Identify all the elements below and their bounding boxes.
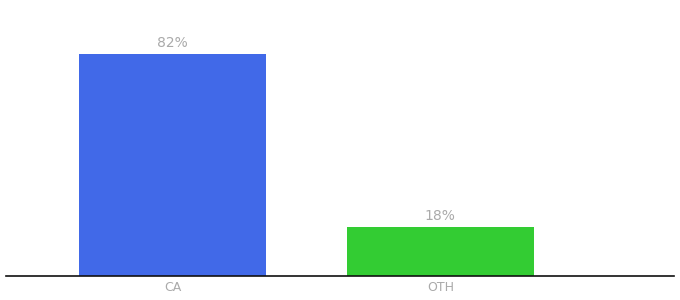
Bar — [347, 227, 534, 276]
Bar — [79, 54, 267, 276]
Text: 82%: 82% — [157, 36, 188, 50]
Text: 18%: 18% — [425, 209, 456, 223]
